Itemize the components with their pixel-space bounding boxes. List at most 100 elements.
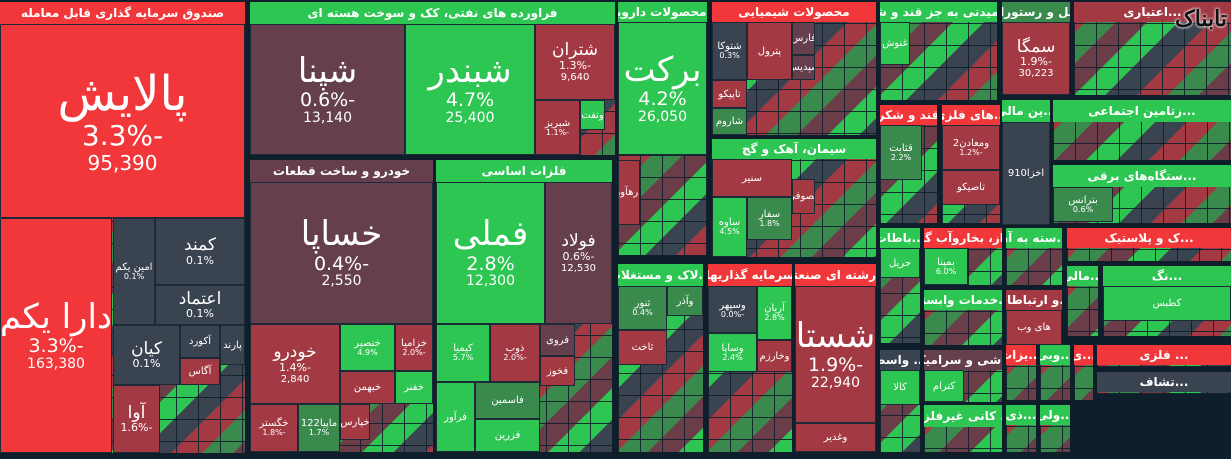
stock-tile[interactable]: خگستر -1.8% [250, 404, 298, 452]
stock-tile[interactable]: شتوکا 0.3% [712, 22, 747, 80]
stock-tile[interactable]: پارند [220, 325, 245, 365]
stock-tile[interactable]: وآذر [667, 286, 703, 316]
sector-block[interactable]: ...اعتباری [1074, 2, 1231, 95]
stock-tile[interactable]: شبریز -1.1% [535, 100, 580, 155]
stock-tile[interactable]: شبندر 4.7% 25,400 [405, 24, 535, 155]
sector-title[interactable]: ...لاک و مستغلات [618, 264, 703, 286]
stock-tile[interactable]: فملی 2.8% 12,300 [436, 182, 545, 324]
sector-title[interactable]: ...زتامین اجتماعی [1053, 100, 1231, 122]
stock-tile[interactable]: سنیر [712, 159, 792, 197]
sector-title[interactable]: خودرو و ساخت قطعات [250, 160, 433, 182]
sector-title[interactable]: قند و شکر [880, 105, 937, 125]
sector-block[interactable]: ...تشاف [1097, 372, 1231, 394]
stock-tile[interactable]: آوا -1.6% [113, 385, 160, 453]
sector-block[interactable]: محصولات شیمیاییشتوکا0.3%پترولفارسشپدیستا… [712, 2, 876, 135]
sector-title[interactable]: ...ک و پلاستیک [1067, 228, 1231, 248]
stock-tile[interactable]: آکورد [180, 325, 220, 358]
sector-block[interactable]: ...ین مالی اخزا910 [1002, 100, 1050, 225]
sector-title[interactable]: ...ولی [1040, 405, 1070, 425]
sector-title[interactable]: ...ی [1074, 345, 1093, 365]
sector-title[interactable]: ...رشته ای صنعتی [795, 264, 876, 286]
stock-tile[interactable]: ذوب -2.0% [490, 324, 540, 382]
stock-tile[interactable]: خپارس [340, 404, 370, 440]
stock-tile[interactable]: پترول [747, 22, 792, 80]
sector-title[interactable]: محصولات شیمیایی [712, 2, 876, 22]
sector-block[interactable]: خودرو و ساخت قطعات خساپا -0.4% 2,550 خودرو -1… [250, 160, 433, 452]
stock-tile[interactable]: پالایش -3.3% 95,390 [0, 24, 245, 218]
stock-tile[interactable]: خزامیا -2.0% [395, 324, 433, 371]
stock-tile[interactable]: فخوز [540, 356, 575, 386]
stock-tile[interactable]: امین یکم 0.1% [113, 218, 155, 325]
sector-block[interactable]: ... کانی غیرفلزی [924, 405, 1002, 452]
stock-tile[interactable]: کیان 0.1% [113, 325, 180, 385]
sector-title[interactable]: ...امیدنی به جز قند و شکر [880, 2, 997, 22]
stock-tile[interactable]: کترام [924, 370, 964, 402]
stock-tile[interactable]: شستا -1.9% 22,940 [795, 286, 876, 423]
stock-tile[interactable]: سمگا -1.9% 30,223 [1002, 22, 1070, 95]
sector-block[interactable]: فلزات اساسی فملی 2.8% 12,300 فولاد -0.6% 12,53… [436, 160, 612, 452]
stock-tile[interactable]: خودرو -1.4% 2,840 [250, 324, 340, 404]
sector-title[interactable]: فلزات اساسی [436, 160, 612, 182]
sector-block[interactable]: ...ذی [1006, 405, 1036, 452]
sector-block[interactable]: ...باطات حریل [880, 228, 920, 343]
sector-title[interactable]: ... واسط [880, 350, 920, 370]
sector-block[interactable]: فراورده های نفتی، کک و سوخت هسته ای شپنا -… [250, 2, 615, 155]
sector-title[interactable]: ...وبی [1040, 345, 1070, 365]
sector-block[interactable]: ...مالی [1067, 266, 1098, 336]
stock-tile[interactable]: آریان 2.8% [757, 286, 792, 340]
stock-tile[interactable]: غنوش [880, 22, 910, 65]
stock-tile[interactable]: ثنور 0.4% [618, 286, 667, 330]
stock-tile[interactable]: شپنا -0.6% 13,140 [250, 24, 405, 155]
sector-block[interactable]: ...های فلزیومعادن2-1.2%تاصیکو [942, 105, 1000, 223]
stock-tile[interactable]: های وب [1006, 310, 1062, 345]
stock-tile[interactable]: فولاد -0.6% 12,530 [545, 182, 612, 324]
sector-block[interactable]: ...زتامین اجتماعی [1053, 100, 1231, 160]
sector-block[interactable]: ...یزات [1006, 345, 1036, 400]
sector-block[interactable]: ...ولی [1040, 405, 1070, 452]
stock-tile[interactable]: خبهمن [340, 371, 395, 404]
stock-tile[interactable]: کمند 0.1% [155, 218, 245, 285]
stock-tile[interactable]: وتفت [580, 100, 605, 130]
sector-block[interactable]: ...از، بخاروآب گرمبمپنا6.0% [924, 228, 1002, 285]
stock-tile[interactable]: خساپا -0.4% 2,550 [250, 182, 433, 324]
stock-tile[interactable]: فروی [540, 324, 575, 356]
stock-tile[interactable]: خنصیر 4.9% [340, 324, 395, 371]
stock-tile[interactable]: کیمیا 5.7% [436, 324, 490, 382]
sector-title[interactable]: ...اعتباری [1074, 2, 1231, 22]
sector-title[interactable]: ...خدمات وابسته [924, 290, 1002, 310]
sector-title[interactable]: صندوق سرمایه گذاری قابل معامله [0, 2, 245, 24]
sector-title[interactable]: سرمایه گذاریها [708, 264, 792, 286]
stock-tile[interactable]: وغدیر [795, 423, 876, 452]
stock-tile[interactable]: کالا [880, 370, 920, 405]
sector-block[interactable]: ... فلزی [1097, 345, 1231, 367]
stock-tile[interactable]: ثاخت [618, 330, 667, 365]
stock-tile[interactable]: خفنر [395, 371, 433, 404]
sector-block[interactable]: ...محصولات داروییبرکت4.2%26,050 درهآور [618, 2, 707, 255]
sector-block[interactable]: ...امیدنی به جز قند و شکر غنوش [880, 2, 997, 100]
sector-title[interactable]: فراورده های نفتی، کک و سوخت هسته ای [250, 2, 615, 24]
sector-block[interactable]: صندوق سرمایه گذاری قابل معامله پالایش -3.3… [0, 2, 245, 453]
sector-title[interactable]: ... کانی غیرفلزی [924, 405, 1002, 427]
stock-tile[interactable]: دارا یکم -3.3% 163,380 [0, 218, 112, 453]
stock-tile[interactable]: شتران -1.3% 9,640 [535, 24, 615, 100]
stock-tile[interactable]: بترانس 0.6% [1053, 187, 1113, 222]
sector-block[interactable]: ...سته به آن [1006, 228, 1062, 285]
sector-block[interactable]: ... واسط کالا [880, 350, 920, 452]
sector-title[interactable]: ...های فلزی [942, 105, 1000, 125]
sector-title[interactable]: ... فلزی [1097, 345, 1231, 365]
sector-block[interactable]: ...وبی [1040, 345, 1070, 400]
sector-block[interactable]: ...ی [1074, 345, 1093, 400]
sector-block[interactable]: ...خدمات وابسته [924, 290, 1002, 345]
stock-tile[interactable]: برکت 4.2% 26,050 [618, 22, 707, 155]
stock-tile[interactable]: فرآور [436, 382, 475, 452]
sector-title[interactable]: ...از، بخاروآب گرم [924, 228, 1002, 248]
sector-title[interactable]: ...محصولات دارویی [618, 2, 707, 22]
stock-tile[interactable]: درهآور [618, 160, 640, 225]
sector-block[interactable]: ...ستگاه‌های برقی بترانس 0.6% [1053, 165, 1231, 223]
sector-title[interactable]: ...سته به آن [1006, 228, 1062, 248]
stock-tile[interactable]: فاسمین [475, 382, 540, 419]
stock-tile[interactable]: شپدیس [792, 55, 815, 80]
stock-tile[interactable]: ماپیا122 1.7% [298, 404, 340, 452]
